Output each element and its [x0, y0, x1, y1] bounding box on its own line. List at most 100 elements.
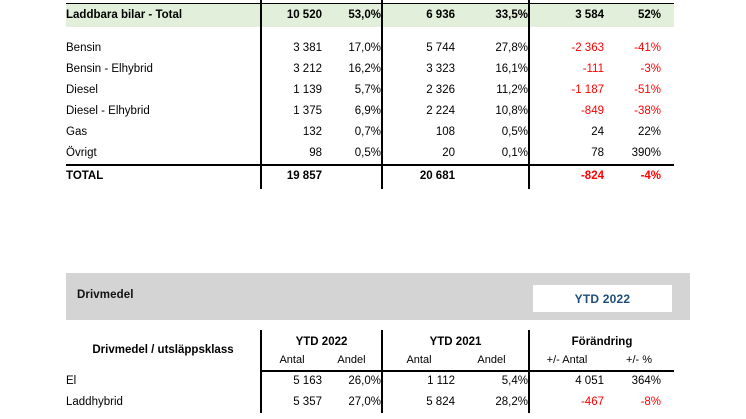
cell-ytd2021-andel: 33,5% — [455, 3, 529, 27]
cell-ytd2021-andel: 16,1% — [495, 63, 528, 76]
table-row: TOTAL 19 857 20 681 -824 -4% — [66, 163, 674, 189]
cell-ytd2022-antal: 3 212 — [260, 59, 322, 81]
spacer-cell — [260, 27, 322, 39]
cell-ytd2021-antal: 6 936 — [381, 3, 455, 27]
column-header-diff-pct: +/- % — [604, 350, 675, 372]
cell-diff-antal: 78 — [528, 143, 604, 165]
cell-ytd2022-antal: 19 857 — [260, 163, 322, 189]
cell-ytd2021-antal: 2 326 — [381, 80, 455, 102]
fuel-type-statistics-table: Drivmedel / utsläppsklass YTD 2022 YTD 2… — [66, 330, 675, 413]
cell-ytd2022-antal: 98 — [260, 143, 322, 165]
cell-ytd2022-andel: 27,0% — [322, 0, 382, 4]
cell-ytd2021-andel: 10,8% — [495, 105, 528, 118]
row-label: Laddhybrid — [66, 395, 123, 408]
cell-ytd2022-andel: 16,2% — [348, 63, 381, 76]
cell-ytd2021-andel: 28,2% — [455, 0, 529, 4]
cell-ytd2021-antal: 5 824 — [381, 0, 455, 4]
table-row: Bensin 3 381 17,0% 5 744 27,8% -2 363 -41% — [66, 38, 674, 60]
cell-diff-pct: -4% — [604, 163, 674, 189]
column-group-forandring: Förändring — [527, 330, 675, 350]
row-label: TOTAL — [66, 163, 261, 189]
cell-diff-pct: 364% — [631, 375, 662, 388]
table-row: Övrigt 98 0,5% 20 0,1% 78 390% — [66, 143, 674, 165]
cell-ytd2022-antal: 10 520 — [260, 3, 322, 27]
row-label: El — [66, 374, 77, 387]
table-row: Diesel - Elhybrid 1 375 6,9% 2 224 10,8% -849… — [66, 101, 674, 123]
cell-diff-antal: -2 363 — [528, 38, 604, 60]
cell-ytd2021-andel: 0,5% — [501, 126, 528, 139]
cell-diff-pct: 390% — [631, 146, 661, 159]
cell-ytd2021-andel: 0,1% — [501, 146, 528, 159]
cell-diff-pct: -3% — [640, 63, 661, 76]
cell-ytd2022-andel: 5,7% — [354, 84, 381, 97]
section-title: Drivmedel — [77, 289, 134, 301]
spacer-cell — [604, 27, 674, 39]
cell-diff-pct: -41% — [634, 42, 661, 55]
row-label: Gas — [66, 126, 88, 139]
section-banner: Drivmedel YTD 2022 — [66, 273, 690, 320]
cell-ytd2021-antal: 1 112 — [381, 371, 455, 392]
table-header-sub-row: Antal Andel Antal Andel +/- Antal +/- % — [66, 350, 675, 372]
cell-diff-antal: -467 — [528, 0, 604, 4]
row-label: Bensin — [66, 42, 102, 55]
column-header-fuel-class: Drivmedel / utsläppsklass — [92, 343, 234, 356]
column-header-ytd2021-antal: Antal — [381, 350, 455, 372]
period-chip-ytd-2022[interactable]: YTD 2022 — [533, 285, 672, 312]
table-row: El 5 163 26,0% 1 112 5,4% 4 051 364% — [66, 371, 674, 392]
cell-ytd2022-antal: 1 139 — [260, 80, 322, 102]
column-header-ytd2021-andel: Andel — [455, 350, 529, 372]
table-bottom-head: Drivmedel / utsläppsklass YTD 2022 YTD 2… — [66, 330, 675, 372]
spacer-cell — [528, 27, 604, 39]
cell-ytd2022-andel: 26,0% — [348, 375, 381, 388]
cell-ytd2021-andel — [455, 163, 529, 189]
cell-ytd2021-antal: 2 224 — [381, 101, 455, 123]
cell-ytd2022-andel: 6,9% — [354, 105, 381, 118]
cell-ytd2021-andel: 28,2% — [495, 395, 528, 408]
row-label: Diesel — [66, 84, 98, 97]
cell-ytd2021-antal: 3 323 — [381, 59, 455, 81]
column-header-diff-antal: +/- Antal — [528, 350, 604, 372]
table-header-group-row: Drivmedel / utsläppsklass YTD 2022 YTD 2… — [66, 330, 675, 356]
cell-diff-pct: 52% — [604, 3, 674, 27]
row-label: Diesel - Elhybrid — [66, 105, 150, 118]
cell-ytd2022-antal: 5 163 — [260, 371, 322, 392]
cell-ytd2021-andel: 27,8% — [495, 42, 528, 55]
spacer-cell — [455, 27, 529, 39]
spacer-cell — [381, 27, 455, 39]
cell-diff-pct: -8% — [640, 395, 662, 408]
spacer-row — [66, 27, 674, 39]
table-bottom-body: El 5 163 26,0% 1 112 5,4% 4 051 364% Laddhybrid… — [66, 371, 674, 413]
cell-ytd2021-antal: 20 681 — [381, 163, 455, 189]
cell-ytd2022-andel: 0,7% — [354, 126, 381, 139]
spacer-cell — [322, 27, 382, 39]
cell-ytd2022-antal: 1 375 — [260, 101, 322, 123]
table-row: Diesel 1 139 5,7% 2 326 11,2% -1 187 -51% — [66, 80, 674, 102]
spacer-cell — [66, 27, 261, 39]
column-header-ytd2022-antal: Antal — [260, 350, 322, 372]
cell-diff-antal: 3 584 — [528, 3, 604, 27]
cell-diff-antal: 24 — [528, 122, 604, 144]
cell-ytd2022-andel: 53,0% — [322, 3, 382, 27]
cell-diff-pct: -38% — [634, 105, 661, 118]
row-label: Bensin - Elhybrid — [66, 63, 153, 76]
column-group-ytd-2022: YTD 2022 — [260, 330, 382, 350]
cell-ytd2022-andel: 0,5% — [354, 146, 381, 159]
cell-diff-pct: -51% — [634, 84, 661, 97]
cell-diff-antal: -849 — [528, 101, 604, 123]
cell-ytd2021-antal: 5 744 — [381, 38, 455, 60]
column-group-ytd-2021: YTD 2021 — [381, 330, 529, 350]
cell-ytd2022-antal: 5 357 — [260, 392, 322, 413]
cell-ytd2022-andel: 27,0% — [348, 395, 381, 408]
cell-ytd2022-antal: 5 357 — [260, 0, 322, 4]
row-label: Övrigt — [66, 146, 97, 159]
cell-ytd2021-antal: 20 — [381, 143, 455, 165]
row-label: Laddhybrid — [66, 0, 261, 4]
cell-ytd2022-andel: 17,0% — [348, 42, 381, 55]
cell-diff-antal: -111 — [528, 59, 604, 81]
cell-diff-pct: 22% — [637, 126, 661, 139]
